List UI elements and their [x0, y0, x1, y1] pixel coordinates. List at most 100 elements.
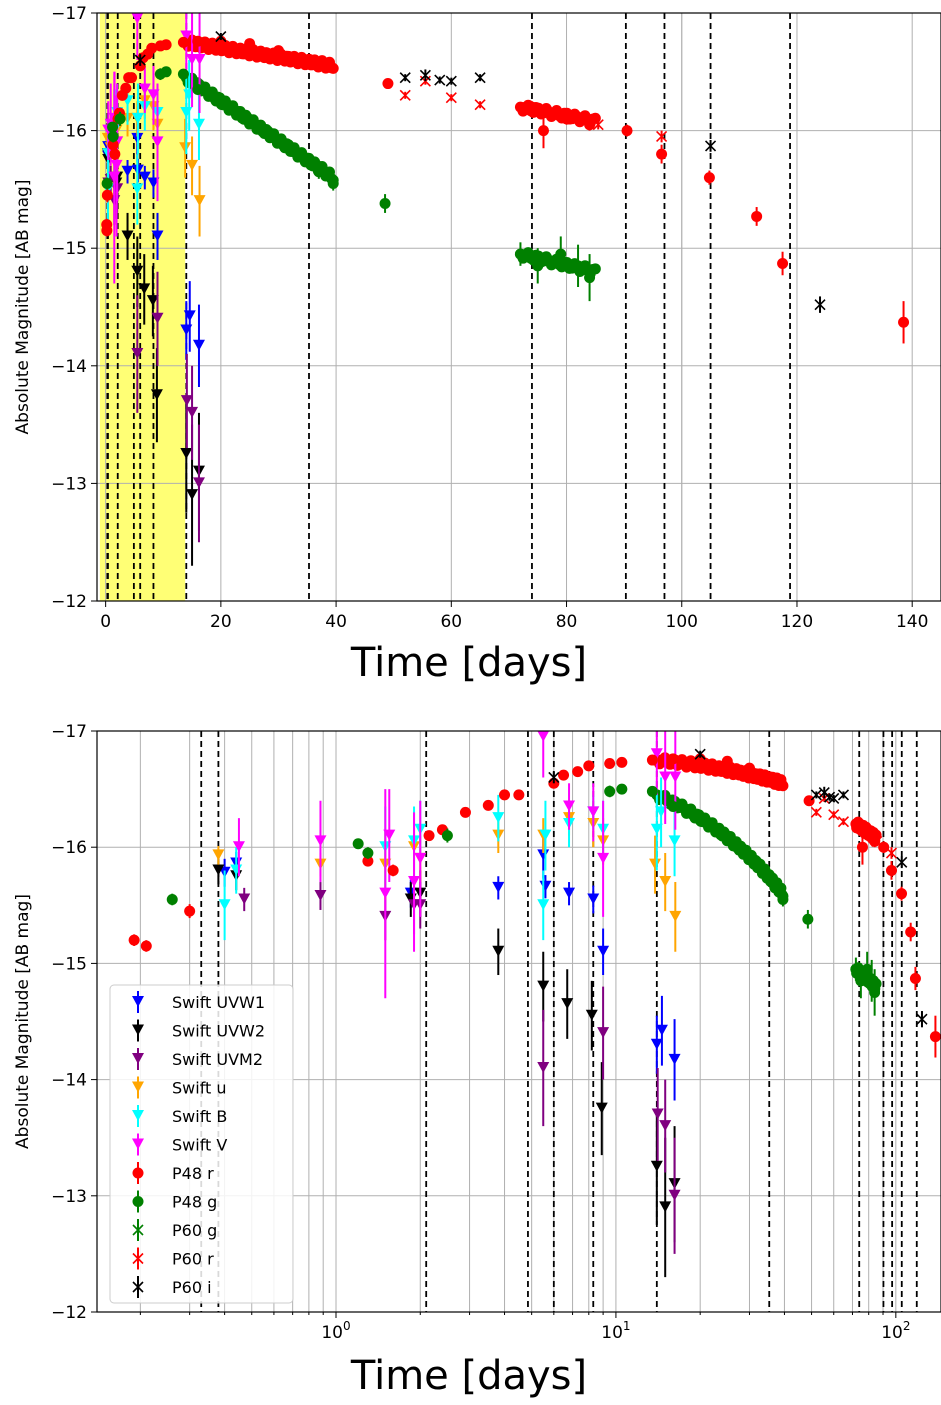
- data-point: [810, 789, 822, 801]
- data-point: [230, 864, 243, 876]
- y-tick-label: −17: [51, 4, 87, 24]
- data-point: [896, 856, 908, 868]
- data-point: [101, 178, 113, 190]
- data-point: [107, 121, 119, 133]
- data-point: [324, 60, 336, 72]
- data-point: [192, 477, 205, 489]
- data-point: [721, 755, 733, 767]
- data-point: [132, 1053, 144, 1064]
- x-tick-label: 60: [440, 612, 462, 632]
- data-point: [382, 78, 394, 90]
- legend-label: P48 g: [172, 1193, 217, 1212]
- y-tick-label: −17: [51, 722, 87, 742]
- y-tick-label: −12: [51, 1303, 87, 1323]
- legend-label: P60 g: [172, 1221, 217, 1240]
- data-point: [441, 830, 453, 842]
- data-point: [762, 771, 774, 783]
- legend-label: P60 i: [172, 1278, 212, 1297]
- data-point: [537, 1061, 550, 1073]
- data-point: [267, 130, 279, 142]
- data-point: [193, 54, 206, 66]
- y-tick-label: −14: [51, 357, 87, 377]
- data-point: [128, 934, 140, 946]
- data-point: [192, 35, 204, 47]
- data-point: [272, 45, 284, 57]
- data-point: [616, 756, 628, 768]
- x-tick-label: 20: [210, 612, 232, 632]
- data-point: [526, 101, 538, 113]
- data-point: [151, 312, 164, 324]
- data-point: [134, 54, 146, 66]
- data-point: [186, 489, 199, 501]
- data-point: [192, 83, 204, 95]
- data-point: [212, 849, 225, 861]
- data-point: [667, 753, 679, 765]
- data-point: [694, 748, 706, 760]
- data-point: [751, 210, 763, 222]
- data-point: [132, 1138, 144, 1150]
- top-panel-linear: −17 −16 −15 −14 −13 −12 0 20 40 60 80 100 120 140 Time…: [13, 4, 941, 686]
- x-tick-exponent: 0: [343, 1319, 351, 1333]
- legend: Swift UVW1 Swift UVW2 Swift UVM2 Swift u Swi…: [109, 984, 294, 1304]
- data-point: [192, 339, 205, 351]
- data-point: [532, 260, 544, 272]
- data-point: [668, 835, 681, 847]
- x-tick-label: 140: [896, 612, 928, 632]
- data-point: [561, 998, 574, 1010]
- data-point: [160, 39, 172, 51]
- axes-frame: [96, 12, 941, 602]
- data-point: [301, 54, 313, 66]
- data-point: [131, 112, 144, 124]
- data-point: [548, 771, 560, 784]
- data-point: [777, 893, 789, 905]
- data-point: [474, 99, 486, 111]
- data-point: [131, 265, 144, 277]
- data-point: [399, 89, 411, 101]
- data-point: [853, 818, 865, 830]
- data-point: [147, 89, 160, 101]
- data-point: [186, 159, 199, 171]
- data-point: [856, 841, 868, 853]
- data-point: [180, 448, 193, 459]
- data-point: [147, 177, 160, 189]
- data-point: [151, 136, 164, 148]
- data-point: [704, 140, 717, 152]
- data-point: [193, 195, 206, 207]
- data-point: [656, 148, 668, 160]
- data-point: [492, 881, 505, 893]
- data-point: [132, 1024, 144, 1036]
- data-point: [177, 36, 189, 48]
- y-tick-label: −12: [51, 592, 87, 612]
- data-point: [646, 785, 658, 797]
- data-point: [160, 66, 172, 78]
- data-point: [121, 165, 134, 177]
- data-point: [743, 762, 755, 774]
- data-point: [218, 899, 231, 911]
- data-point: [514, 248, 526, 260]
- data-point: [408, 876, 421, 888]
- data-point: [597, 852, 610, 864]
- x-tick-label: 102: [881, 1319, 910, 1343]
- data-point: [558, 769, 570, 781]
- data-point: [138, 171, 151, 183]
- data-point: [313, 166, 325, 178]
- data-point: [572, 766, 584, 778]
- data-point: [909, 973, 921, 985]
- data-point: [916, 1013, 928, 1025]
- data-point: [445, 92, 457, 104]
- data-point: [132, 1081, 144, 1093]
- data-point: [184, 905, 196, 917]
- data-point: [474, 72, 486, 84]
- plot-area: [97, 731, 941, 1312]
- data-point: [482, 799, 494, 811]
- data-point: [659, 876, 672, 888]
- data-point: [621, 125, 633, 137]
- data-point: [650, 748, 663, 760]
- data-point: [537, 731, 550, 742]
- data-point: [434, 74, 446, 86]
- data-point: [107, 130, 119, 142]
- data-point: [537, 125, 549, 137]
- data-point: [563, 800, 576, 812]
- data-point: [597, 1027, 610, 1039]
